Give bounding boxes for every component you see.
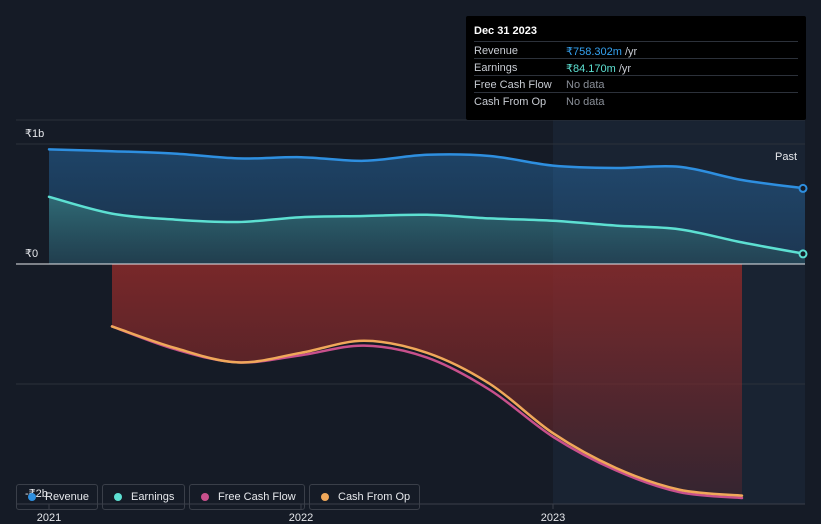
- tooltip-row-revenue: Revenue ₹758.302m /yr: [474, 41, 798, 59]
- tooltip-row-cfo: Cash From Op No data: [474, 92, 798, 110]
- legend-dot-icon: [201, 493, 209, 501]
- x-tick-label: 2021: [37, 512, 61, 524]
- x-tick-label: 2022: [289, 512, 313, 524]
- past-label: Past: [775, 151, 797, 163]
- tooltip-row-earnings: Earnings ₹84.170m /yr: [474, 58, 798, 76]
- earnings-area: [49, 196, 805, 264]
- tooltip-unit: /yr: [621, 46, 638, 58]
- legend-label: Free Cash Flow: [218, 491, 296, 503]
- earnings-end-marker: [798, 249, 808, 259]
- revenue-line: [47, 148, 807, 190]
- x-tick-label: 2023: [541, 512, 565, 524]
- legend-label: Revenue: [45, 491, 90, 503]
- tooltip-value: ₹84.170m: [566, 63, 616, 75]
- tooltip: Dec 31 2023 Revenue ₹758.302m /yr Earnin…: [466, 16, 806, 120]
- legend-dot-icon: [28, 493, 36, 501]
- tooltip-unit: /yr: [615, 63, 632, 75]
- legend-cash-from-op[interactable]: Cash From Op: [309, 484, 420, 510]
- x-axis-ticks: 2021 2022 2023: [37, 504, 565, 524]
- tooltip-value: No data: [566, 96, 605, 108]
- end-markers: [798, 183, 808, 259]
- legend-free-cash-flow[interactable]: Free Cash Flow: [189, 484, 305, 510]
- y-axis-ticks: ₹1b₹0-₹2b: [25, 128, 48, 500]
- legend-dot-icon: [321, 493, 329, 501]
- tooltip-date: Dec 31 2023: [474, 25, 537, 37]
- tooltip-label: Free Cash Flow: [474, 79, 552, 91]
- legend-label: Cash From Op: [338, 491, 411, 503]
- tooltip-row-fcf: Free Cash Flow No data: [474, 75, 798, 93]
- tooltip-label: Earnings: [474, 62, 518, 74]
- y-tick-label: ₹1b: [25, 128, 44, 140]
- revenue-end-marker: [798, 183, 808, 193]
- tooltip-label: Revenue: [474, 45, 519, 57]
- tooltip-label: Cash From Op: [474, 96, 547, 108]
- y-tick-label: ₹0: [25, 248, 38, 260]
- tooltip-value: ₹758.302m: [566, 46, 622, 58]
- tooltip-value: No data: [566, 79, 605, 91]
- series-lines: [47, 148, 807, 500]
- legend-label: Earnings: [131, 491, 175, 503]
- area-fills: [49, 149, 805, 496]
- legend-revenue[interactable]: Revenue: [16, 484, 98, 510]
- legend-dot-icon: [114, 493, 122, 501]
- earnings-line: [47, 195, 807, 256]
- legend-earnings[interactable]: Earnings: [102, 484, 185, 510]
- cash-flow-area: [112, 264, 742, 496]
- cash-from-op-line: [110, 325, 744, 497]
